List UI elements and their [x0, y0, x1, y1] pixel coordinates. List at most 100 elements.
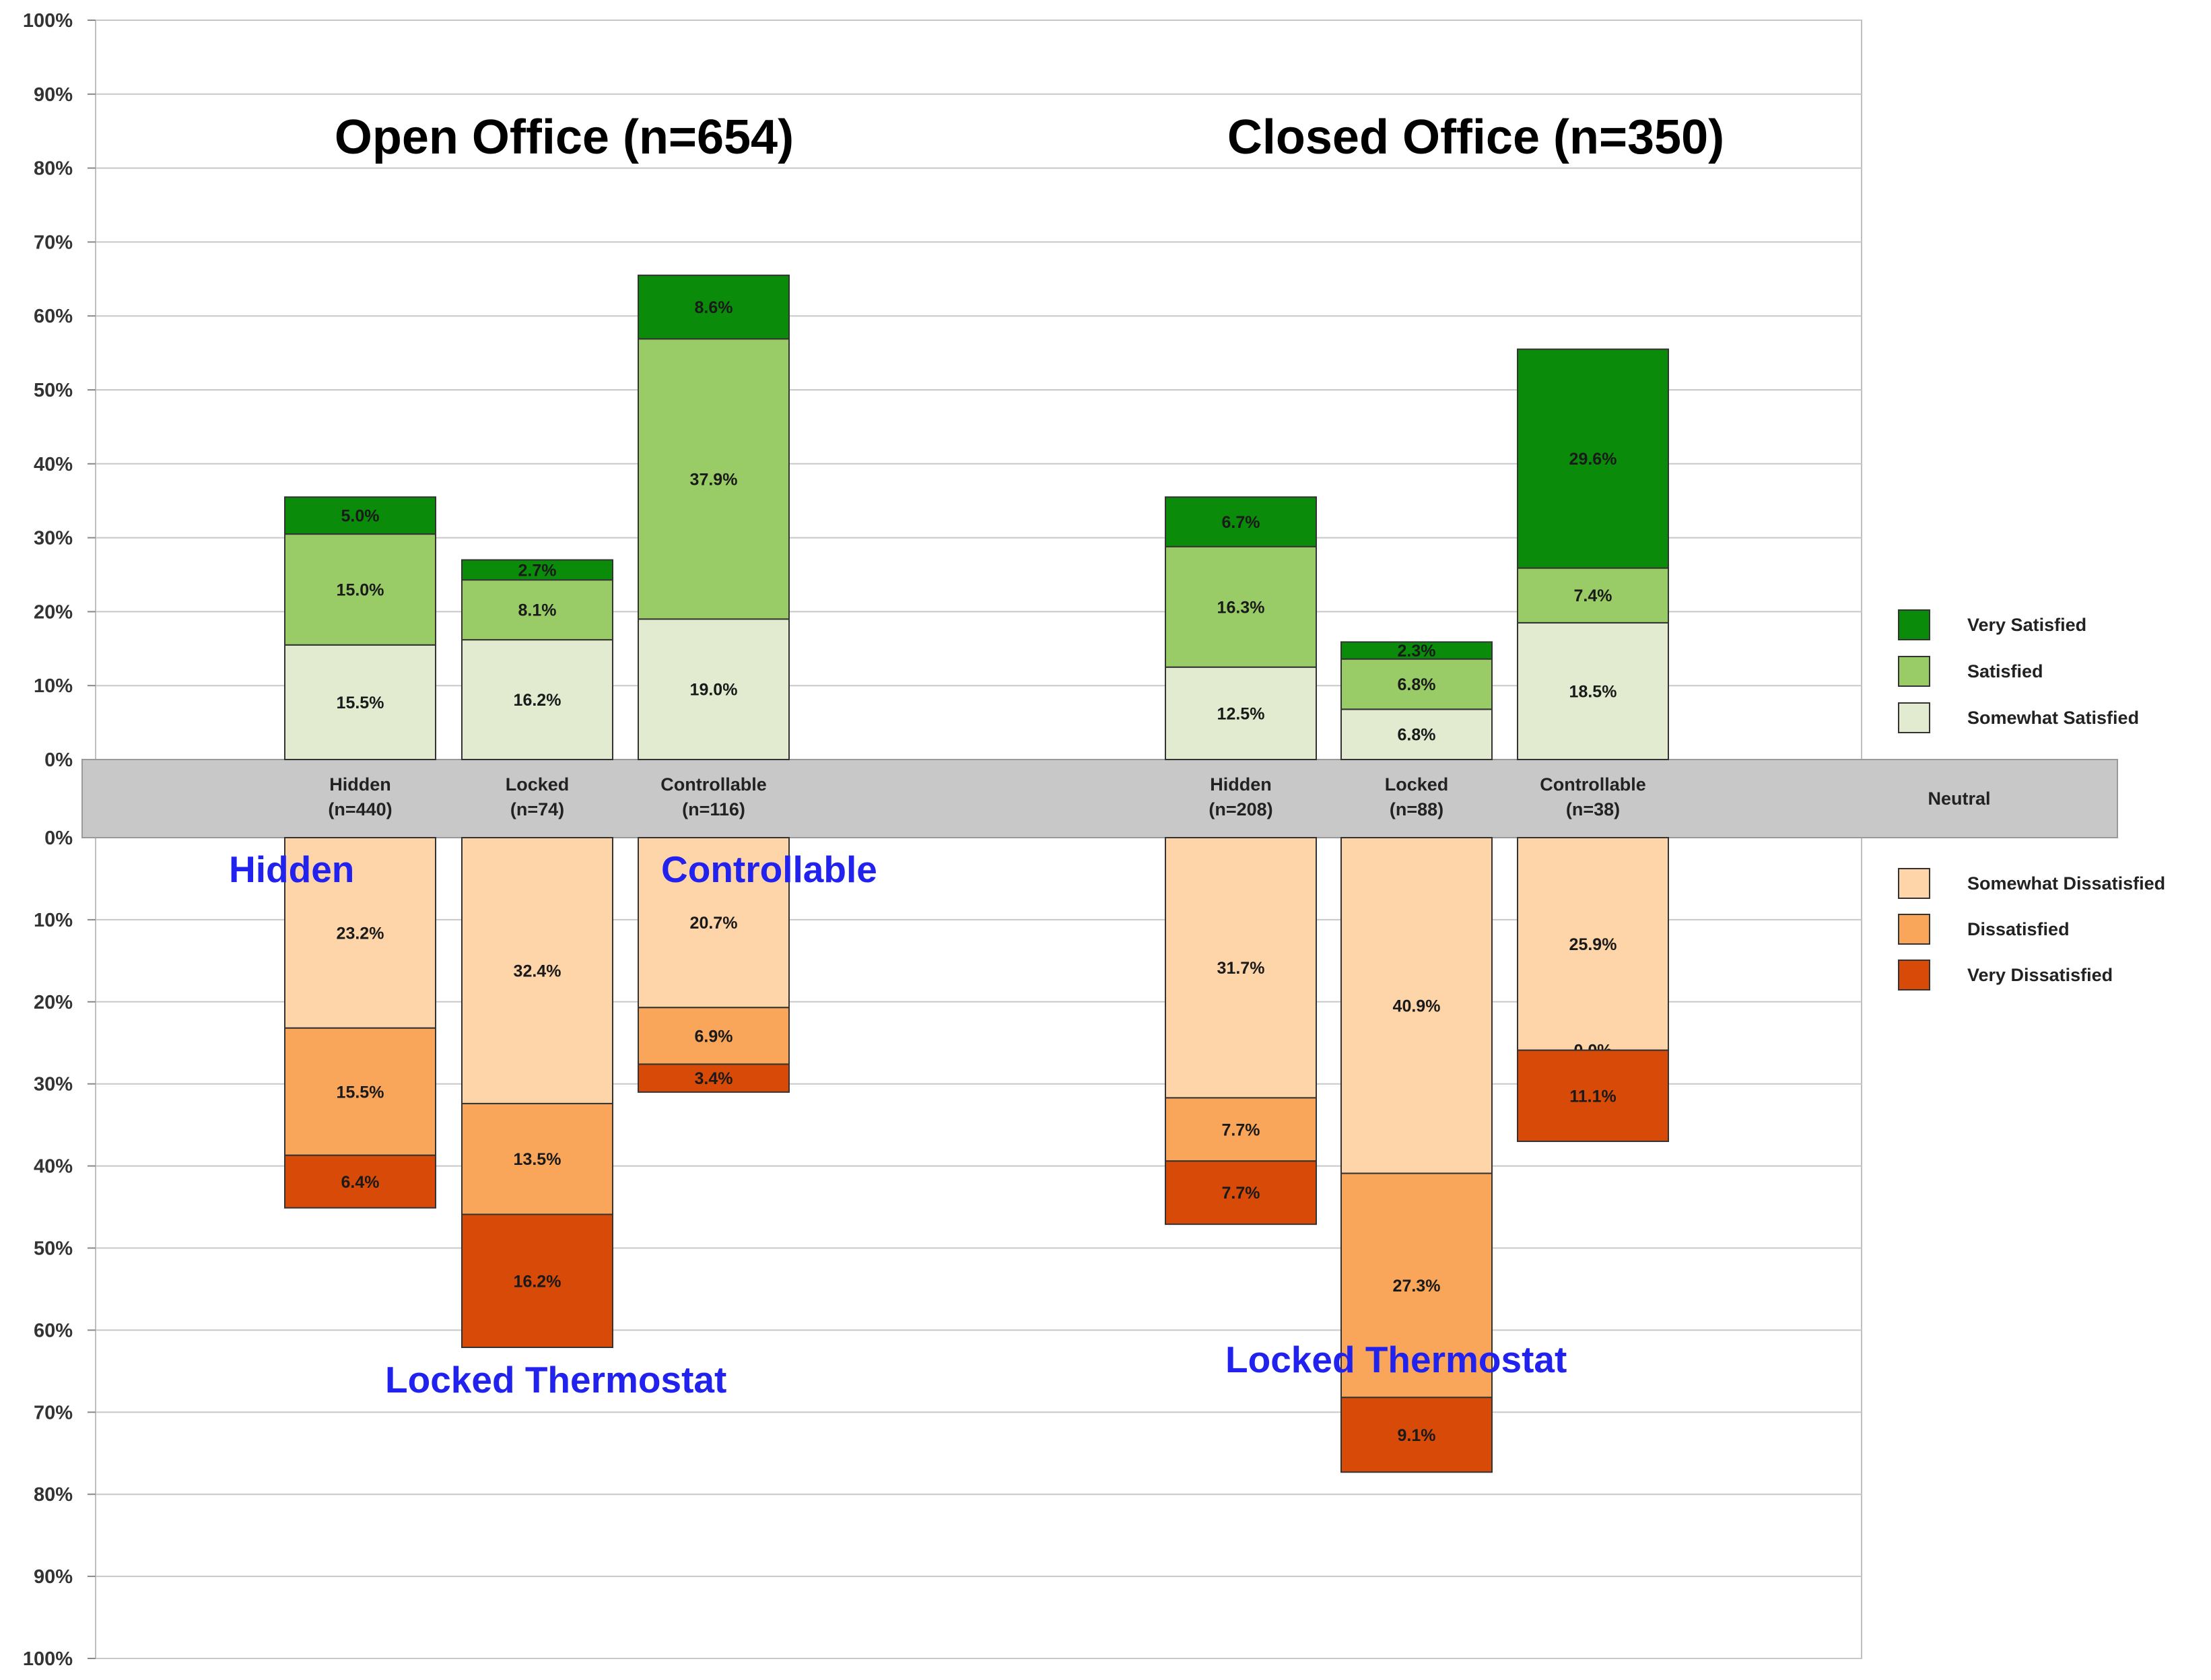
y-tick-label: 70%: [34, 1402, 73, 1423]
category-count: (n=88): [1390, 799, 1443, 819]
annotation-text: Controllable: [661, 848, 877, 890]
group-titles: Open Office (n=654) Closed Office (n=350): [335, 110, 1724, 164]
group-title: Closed Office (n=350): [1227, 110, 1724, 164]
bar-segment-positive: [284, 533, 436, 646]
bar-segment-negative: [1165, 837, 1317, 1099]
data-label: 31.7%: [1217, 959, 1265, 978]
data-label: 12.5%: [1217, 704, 1265, 723]
bar-segment-negative: [1517, 837, 1669, 1051]
annotation-text: Locked Thermostat: [1225, 1339, 1567, 1380]
y-tick-label: 10%: [34, 910, 73, 931]
bar-segment-negative: [461, 837, 613, 1104]
y-tick-label: 90%: [34, 1566, 73, 1588]
bar-segment-negative: [461, 1213, 613, 1348]
data-label: 27.3%: [1393, 1277, 1441, 1296]
y-tick-label: 80%: [34, 1484, 73, 1506]
bar-segment-positive: [1165, 666, 1317, 760]
data-label: 29.6%: [1569, 450, 1617, 469]
data-label: 6.4%: [341, 1173, 380, 1192]
data-label: 8.6%: [695, 298, 733, 317]
legend-swatch: [1898, 960, 1930, 990]
category-count: (n=38): [1566, 799, 1620, 819]
bar-segment-positive: [1517, 567, 1669, 624]
legend-label: Somewhat Satisfied: [1967, 708, 2139, 728]
bar-segment-negative: [1340, 837, 1493, 1174]
bar-segment-positive: [1340, 641, 1493, 660]
group-title: Open Office (n=654): [335, 110, 794, 164]
data-label: 15.5%: [337, 694, 384, 712]
data-label: 9.1%: [1398, 1426, 1436, 1445]
category-label: Locked: [506, 774, 570, 795]
bar-segment-positive: [461, 639, 613, 761]
legend-swatch: [1898, 656, 1930, 687]
y-tick-label: 90%: [34, 84, 73, 106]
category-label: Controllable: [1540, 774, 1646, 795]
bar-segment-negative: [284, 1027, 436, 1156]
annotation-text: Locked Thermostat: [385, 1359, 726, 1401]
bar-segment-negative: [1517, 1049, 1669, 1143]
data-label: 40.9%: [1393, 997, 1441, 1015]
data-label: 7.7%: [1222, 1184, 1260, 1203]
data-label: 7.7%: [1222, 1120, 1260, 1139]
bar-segment-positive: [638, 274, 790, 340]
data-label: 8.1%: [518, 601, 557, 620]
data-label: 19.0%: [690, 681, 738, 700]
y-tick-label: 40%: [34, 1156, 73, 1178]
bar-segment-negative: [638, 837, 790, 1009]
data-label: 25.9%: [1569, 935, 1617, 954]
y-tick-label: 50%: [34, 380, 73, 401]
data-label: 6.7%: [1222, 513, 1260, 532]
category-label: Hidden: [329, 774, 391, 795]
category-label: Locked: [1385, 774, 1449, 795]
data-label: 23.2%: [337, 924, 384, 943]
legend-label: Very Satisfied: [1967, 615, 2086, 635]
annotation-text: Hidden: [229, 848, 354, 890]
data-label: 7.4%: [1574, 586, 1612, 605]
y-tick-label: 50%: [34, 1238, 73, 1260]
data-label: 3.4%: [695, 1069, 733, 1088]
bar-segment-positive: [1517, 621, 1669, 760]
y-axis-ticks: 100% 90% 80% 70% 60% 50% 40% 30% 20% 10% 0% 0% 10% 20…: [23, 10, 73, 1670]
data-label: 20.7%: [690, 914, 738, 933]
data-label: 16.3%: [1217, 598, 1265, 617]
category-count: (n=440): [328, 799, 392, 819]
y-tick-label: 0%: [44, 828, 73, 849]
bar-segment-positive: [1340, 708, 1493, 761]
data-label: 32.4%: [514, 962, 562, 980]
data-label: 15.0%: [337, 580, 384, 599]
category-label: Controllable: [660, 774, 767, 795]
legend-label: Satisfied: [1967, 661, 2043, 681]
data-label: 2.7%: [518, 561, 557, 580]
legend-swatch: [1898, 609, 1930, 640]
bar-segment-negative: [638, 1063, 790, 1093]
bar-segment-negative: [1165, 1097, 1317, 1162]
data-label: 6.8%: [1398, 675, 1436, 694]
y-tick-label: 0%: [44, 749, 73, 771]
y-tick-label: 100%: [23, 1648, 73, 1670]
y-tick-label: 20%: [34, 992, 73, 1013]
bar-segment-negative: [638, 1007, 790, 1065]
category-label: Hidden: [1210, 774, 1272, 795]
legend-swatch: [1898, 868, 1930, 899]
bar-segment-negative: [284, 1154, 436, 1209]
y-tick-label: 20%: [34, 601, 73, 623]
y-tick-label: 60%: [34, 1320, 73, 1341]
data-label: 15.5%: [337, 1083, 384, 1102]
category-count: (n=74): [510, 799, 564, 819]
legend-label: Very Dissatisfied: [1967, 965, 2113, 985]
y-tick-label: 30%: [34, 1074, 73, 1096]
data-label: 16.2%: [514, 691, 562, 710]
bars-layer: 15.5% 15.0% 5.0% 23.2% 15.5% 6.4% Hidden (n=440…: [284, 274, 1669, 1473]
legend-swatch: [1898, 702, 1930, 733]
category-count: (n=208): [1209, 799, 1272, 819]
legend: Very Satisfied Satisfied Somewhat Satisfie…: [1898, 609, 2165, 990]
bar-segment-positive: [284, 644, 436, 760]
neutral-band-layer: [81, 759, 2118, 838]
data-label: 2.3%: [1398, 642, 1436, 661]
y-tick-label: 10%: [34, 675, 73, 697]
bar-segment-negative: [461, 1102, 613, 1215]
y-tick-label: 60%: [34, 306, 73, 327]
neutral-band: [81, 759, 2118, 838]
data-label: 37.9%: [690, 470, 738, 489]
